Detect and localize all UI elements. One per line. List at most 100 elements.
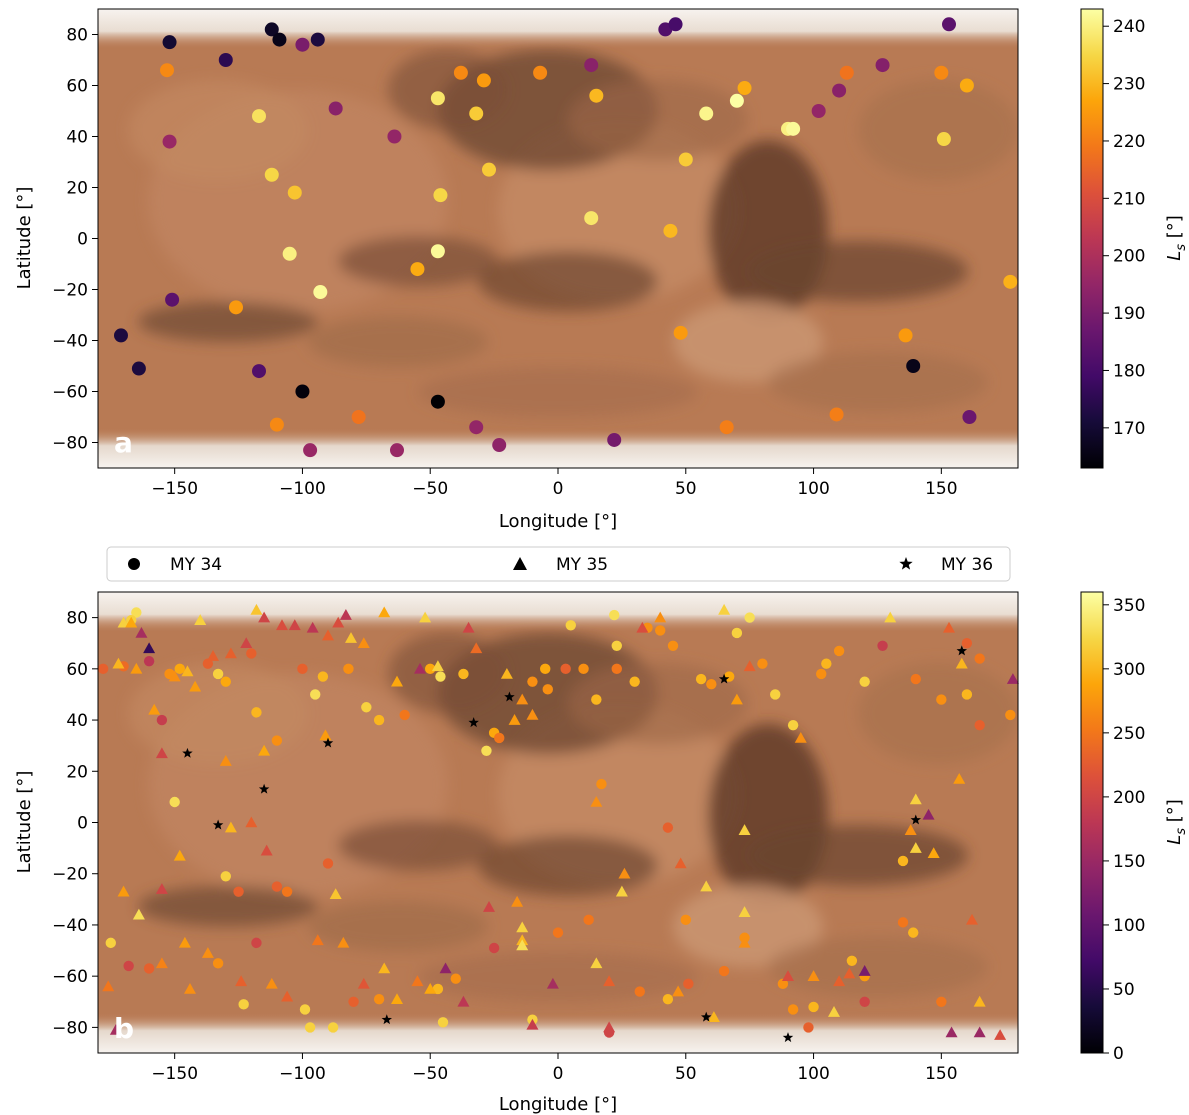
data-point-circle xyxy=(578,663,589,675)
data-point-circle xyxy=(560,663,571,675)
colorbar-tick-label: 300 xyxy=(1113,660,1145,680)
data-point-triangle xyxy=(117,885,130,897)
data-point-circle xyxy=(832,83,847,98)
data-point-circle xyxy=(437,1017,449,1028)
data-point-triangle xyxy=(516,921,529,933)
data-point-circle xyxy=(527,676,538,687)
data-point-triangle xyxy=(674,857,687,869)
data-point-triangle xyxy=(332,616,345,628)
data-point-triangle xyxy=(843,967,856,979)
data-point-circle xyxy=(833,645,845,657)
data-point-circle xyxy=(706,679,717,690)
x-tick-label: 0 xyxy=(553,479,564,499)
data-point-triangle xyxy=(782,970,794,981)
data-point-star xyxy=(212,819,224,830)
data-point-triangle xyxy=(281,990,294,1002)
colorbar-label-a-unit-text: [°] xyxy=(1164,215,1185,238)
data-point-triangle xyxy=(189,680,202,692)
data-point-triangle xyxy=(132,908,145,920)
legend-label-my34: MY 34 xyxy=(170,555,222,575)
colorbar-b: 0 50 100 150 200 250 300 350 Ls [°] xyxy=(1080,591,1189,1064)
data-point-circle xyxy=(143,963,155,974)
data-point-circle xyxy=(327,1022,339,1033)
colorbar-tick-label: 180 xyxy=(1113,361,1145,381)
data-point-triangle xyxy=(807,970,820,981)
data-point-triangle xyxy=(339,609,352,620)
colorbar-tick-label: 210 xyxy=(1113,189,1145,209)
y-tick-label: −20 xyxy=(52,281,88,301)
data-point-circle xyxy=(361,702,372,713)
y-tick-label: 0 xyxy=(77,230,88,250)
y-tick-label: 0 xyxy=(77,814,88,834)
data-point-triangle xyxy=(419,611,432,623)
data-point-triangle xyxy=(672,985,685,997)
data-point-triangle xyxy=(955,657,968,669)
data-point-circle xyxy=(229,300,243,315)
data-point-triangle xyxy=(125,616,138,628)
data-point-circle xyxy=(450,973,461,984)
y-tick-label: 20 xyxy=(66,179,88,199)
data-point-triangle xyxy=(884,611,897,623)
data-point-circle xyxy=(310,32,325,47)
data-point-circle xyxy=(131,361,146,376)
data-point-circle xyxy=(744,612,755,623)
data-point-circle xyxy=(906,359,921,373)
data-point-circle xyxy=(936,694,947,705)
data-point-circle xyxy=(663,223,678,238)
data-point-circle xyxy=(251,937,262,949)
data-point-circle xyxy=(875,58,890,73)
data-point-circle xyxy=(719,420,734,435)
data-point-circle xyxy=(287,185,302,200)
data-point-circle xyxy=(974,719,985,731)
data-point-circle xyxy=(787,719,799,731)
data-point-triangle xyxy=(319,729,332,741)
colorbar-tick-label: 170 xyxy=(1113,419,1145,439)
data-point-circle xyxy=(351,410,366,424)
data-point-circle xyxy=(162,35,177,50)
data-point-triangle xyxy=(260,844,273,856)
data-point-circle xyxy=(156,714,168,726)
x-tick-label: −150 xyxy=(151,1064,198,1084)
data-point-triangle xyxy=(117,616,130,628)
data-point-circle xyxy=(897,855,909,867)
data-point-circle xyxy=(238,999,249,1010)
data-point-triangle xyxy=(219,755,232,766)
data-point-circle xyxy=(494,732,505,744)
data-point-circle xyxy=(609,609,620,621)
data-point-circle xyxy=(542,684,553,695)
legend-marker-my34 xyxy=(128,558,140,570)
data-point-circle xyxy=(839,65,854,80)
data-point-triangle xyxy=(155,957,168,969)
data-point-triangle xyxy=(927,847,940,859)
y-tick-label: 80 xyxy=(66,609,88,629)
x-tick-label: −50 xyxy=(412,479,448,499)
data-point-circle xyxy=(295,37,310,52)
data-point-triangle xyxy=(973,995,986,1007)
data-point-triangle xyxy=(173,849,186,861)
data-point-triangle xyxy=(618,867,631,879)
y-tick-label: −60 xyxy=(52,383,88,403)
data-point-triangle xyxy=(511,895,524,907)
data-point-triangle xyxy=(973,1026,986,1038)
data-point-circle xyxy=(328,101,343,116)
legend-marker-my36 xyxy=(899,557,913,570)
data-point-circle xyxy=(877,640,888,651)
data-point-triangle xyxy=(922,808,935,820)
data-point-circle xyxy=(390,443,404,458)
data-point-circle xyxy=(432,983,444,995)
colorbar-tick-label: 230 xyxy=(1113,75,1145,95)
data-point-circle xyxy=(162,134,177,149)
data-point-triangle xyxy=(828,1006,840,1017)
data-point-circle xyxy=(634,986,645,997)
data-point-circle xyxy=(552,927,564,938)
colorbar-tick-label: 100 xyxy=(1113,916,1145,936)
data-point-triangle xyxy=(155,747,168,759)
data-point-star xyxy=(782,1032,794,1043)
data-point-circle xyxy=(433,188,448,203)
data-point-triangle xyxy=(590,957,603,969)
data-point-triangle xyxy=(738,936,751,948)
data-point-triangle xyxy=(700,880,713,892)
data-point-circle xyxy=(348,996,359,1007)
x-tick-label: 150 xyxy=(925,479,957,499)
scatter-series-a xyxy=(114,17,1018,458)
